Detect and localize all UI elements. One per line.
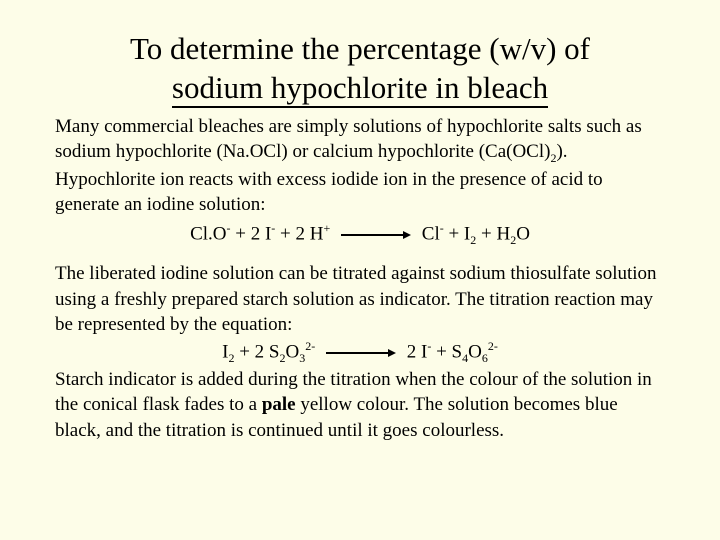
paragraph-1: Many commercial bleaches are simply solu…	[55, 114, 665, 219]
reaction-arrow-icon	[341, 230, 411, 240]
eq1-clo: Cl.O	[190, 223, 226, 244]
eq1-h2o-a: + H	[476, 223, 510, 244]
p3-bold: pale	[262, 394, 296, 415]
eq1-2i: + 2 I	[231, 223, 272, 244]
paragraph-2: The liberated iodine solution can be tit…	[55, 261, 665, 338]
paragraph-3: Starch indicator is added during the tit…	[55, 367, 665, 444]
title-line-2: sodium hypochlorite in bleach	[172, 70, 548, 108]
eq1-h2o-b: O	[516, 223, 530, 244]
eq1-cl: Cl	[422, 223, 440, 244]
p1-text-b: ).	[556, 141, 567, 162]
title-line-1: To determine the percentage (w/v) of	[130, 31, 590, 66]
eq2-2i: 2 I	[407, 341, 428, 362]
equation-1: Cl.O- + 2 I- + 2 H+ Cl- + I2 + H2O	[55, 220, 665, 249]
eq2-o6: O	[468, 341, 482, 362]
eq2-s4: + S	[431, 341, 462, 362]
slide-body: Many commercial bleaches are simply solu…	[55, 114, 665, 444]
slide-title: To determine the percentage (w/v) of sod…	[55, 30, 665, 108]
eq1-i2a: + I	[444, 223, 471, 244]
reaction-arrow-icon	[326, 348, 396, 358]
equation-2: I2 + 2 S2O32- 2 I- + S4O62-	[55, 338, 665, 367]
p1-text-c: Hypochlorite ion reacts with excess iodi…	[55, 169, 603, 216]
eq2-o3: O	[286, 341, 300, 362]
p2-text: The liberated iodine solution can be tit…	[55, 263, 657, 335]
eq1-2h: + 2 H	[275, 223, 323, 244]
eq2-2s: + 2 S	[234, 341, 279, 362]
